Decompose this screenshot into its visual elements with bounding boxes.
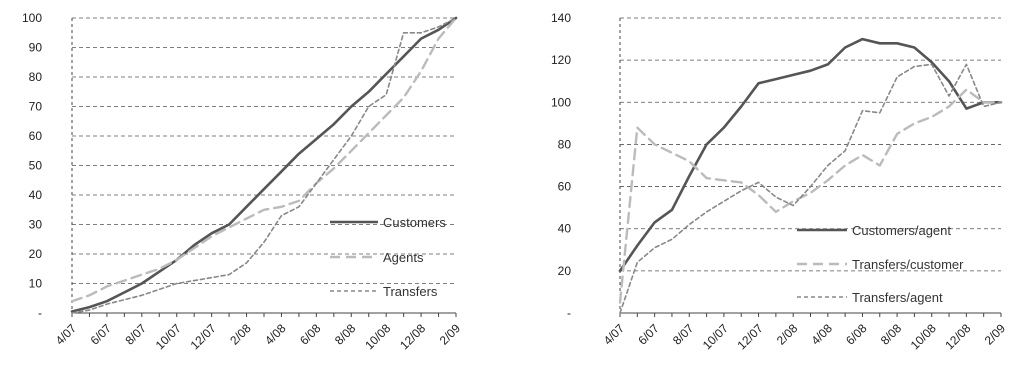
x-tick-label: 2/09 (982, 321, 1009, 348)
x-tick-label: 2/09 (437, 321, 464, 348)
y-tick-label: 40 (558, 222, 572, 236)
x-tick-label: 10/07 (700, 321, 731, 352)
legend-label: Transfers (383, 284, 438, 299)
y-tick-label: 10 (29, 277, 43, 291)
y-tick-label: 70 (29, 100, 43, 114)
x-tick-label: 12/08 (397, 321, 428, 352)
chart-right-ratios: - 20 40 60 80 100 120 140 4/07 6/07 8/07 10/07 12/07… (551, 11, 1009, 352)
x-tick-label: 2/08 (227, 321, 254, 348)
x-tick-label: 6/07 (635, 321, 662, 348)
y-tick-label: 80 (558, 137, 572, 151)
x-tick-label: 8/08 (332, 321, 359, 348)
y-tick-label: 100 (551, 95, 571, 109)
y-tick-label: 60 (558, 180, 572, 194)
x-tick-label: 4/07 (53, 321, 80, 348)
series-line-agents (70, 16, 458, 303)
y-tick-label: 20 (558, 264, 572, 278)
x-tick-label: 10/08 (362, 321, 393, 352)
x-tick-label: 6/08 (843, 321, 870, 348)
series-line-customers (70, 16, 458, 313)
y-tick-label: 90 (29, 41, 43, 55)
legend-label: Customers (383, 215, 446, 230)
legend-label: Transfers/customer (852, 257, 964, 272)
x-tick-label: 12/07 (188, 321, 219, 352)
y-tick-label: 20 (29, 247, 43, 261)
series-line-customers-agent (618, 37, 1003, 273)
x-tick-label: 10/07 (153, 321, 184, 352)
x-tick-label: 8/07 (123, 321, 150, 348)
x-tick-label: 4/07 (601, 321, 628, 348)
legend-label: Customers/agent (852, 223, 951, 238)
y-tick-label: - (38, 306, 42, 320)
series-line-transfers (71, 17, 457, 314)
series-line-transfers-customer (618, 88, 1003, 304)
y-tick-label: 40 (29, 188, 43, 202)
x-tick-label: 8/07 (670, 321, 697, 348)
y-tick-label: 60 (29, 129, 43, 143)
y-tick-label: - (567, 306, 571, 320)
y-tick-label: 50 (29, 159, 43, 173)
x-tick-label: 4/08 (809, 321, 836, 348)
x-tick-label: 8/08 (878, 321, 905, 348)
x-tick-label: 12/07 (735, 321, 766, 352)
y-tick-label: 120 (551, 53, 571, 67)
legend-label: Agents (383, 250, 424, 265)
x-tick-label: 10/08 (908, 321, 939, 352)
y-tick-label: 80 (29, 70, 43, 84)
x-tick-label: 4/08 (262, 321, 289, 348)
x-tick-label: 6/07 (88, 321, 115, 348)
y-tick-label: 100 (22, 11, 42, 25)
legend-label: Transfers/agent (852, 290, 943, 305)
x-tick-label: 6/08 (297, 321, 324, 348)
x-tick-label: 12/08 (942, 321, 973, 352)
series-line-transfers-agent (619, 63, 1002, 314)
y-tick-label: 30 (29, 218, 43, 232)
x-tick-label: 2/08 (774, 321, 801, 348)
y-tick-label: 140 (551, 11, 571, 25)
